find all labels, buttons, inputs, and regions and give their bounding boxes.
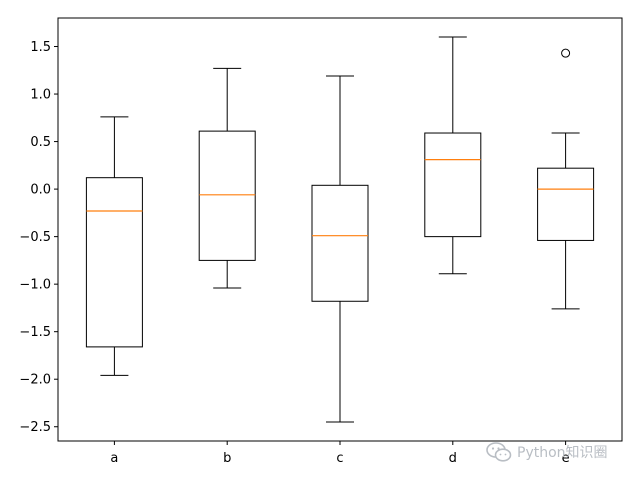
x-tick-label: d	[449, 451, 457, 466]
y-tick-label: −2.0	[19, 373, 51, 388]
y-tick-label: 1.0	[30, 88, 51, 103]
box-a	[85, 177, 143, 348]
box-c	[311, 184, 369, 302]
y-tick-label: 0.0	[30, 183, 51, 198]
x-tick-label: a	[110, 451, 118, 466]
y-tick-label: −1.0	[19, 278, 51, 293]
y-tick-label: −2.5	[19, 420, 51, 435]
wechat-icon	[486, 442, 512, 462]
box-e	[537, 167, 595, 241]
y-tick-label: −0.5	[19, 230, 51, 245]
x-tick-label: e	[562, 451, 570, 466]
x-tick-label: b	[223, 451, 231, 466]
x-tick-label: c	[336, 451, 343, 466]
box-b	[198, 130, 256, 261]
y-tick-label: 0.5	[30, 135, 51, 150]
watermark: Python知识圈	[486, 442, 608, 462]
outlier-point	[561, 48, 571, 58]
watermark-text: Python知识圈	[517, 445, 608, 461]
y-tick-label: 1.5	[30, 40, 51, 55]
y-tick-label: −1.5	[19, 325, 51, 340]
box-d	[424, 132, 482, 238]
